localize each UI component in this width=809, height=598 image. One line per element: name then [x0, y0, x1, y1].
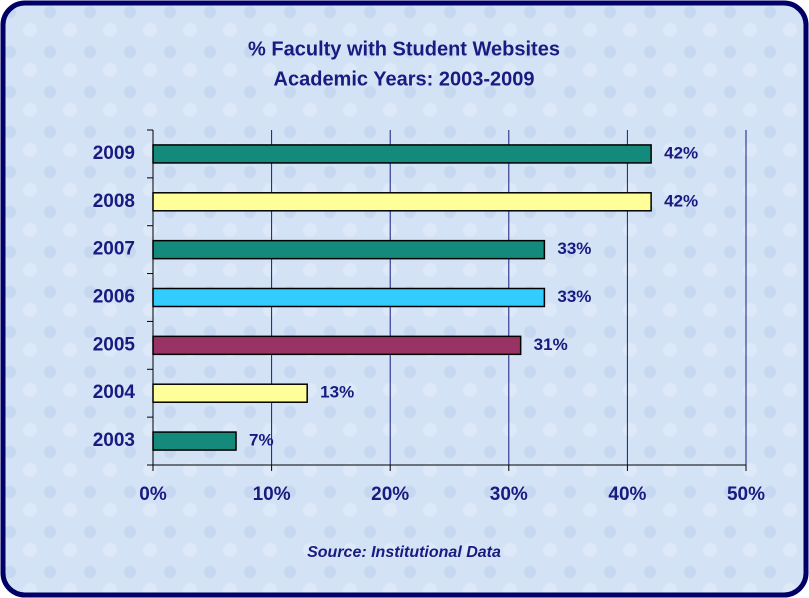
bar: [152, 383, 308, 403]
value-label: 31%: [534, 335, 568, 354]
x-tick-label: 40%: [608, 484, 646, 505]
bar: [152, 335, 522, 356]
bar: [152, 287, 546, 308]
value-label: 33%: [557, 287, 591, 306]
y-tick-label: 2009: [93, 143, 135, 164]
y-tick-label: 2007: [93, 239, 135, 260]
x-tick-label: 0%: [139, 484, 167, 505]
y-tick-label: 2003: [93, 430, 135, 451]
x-tick-label: 10%: [253, 484, 291, 505]
chart-subtitle: Academic Years: 2003-2009: [274, 68, 535, 90]
value-label: 13%: [320, 383, 354, 402]
value-label: 33%: [557, 239, 591, 258]
bar: [152, 239, 546, 260]
y-tick-label: 2005: [93, 334, 136, 355]
bar: [152, 431, 237, 451]
y-tick-label: 2006: [93, 287, 135, 308]
value-label: 42%: [664, 143, 698, 162]
bar: [152, 192, 652, 212]
x-tick-label: 50%: [727, 484, 765, 505]
y-tick-label: 2004: [93, 382, 136, 403]
value-label: 7%: [249, 431, 274, 450]
chart-title: % Faculty with Student Websites: [248, 38, 560, 60]
source: Source: Institutional Data: [307, 544, 501, 561]
value-label: 42%: [664, 191, 698, 210]
x-tick-label: 30%: [490, 484, 528, 505]
x-tick-label: 20%: [371, 484, 409, 505]
bar: [152, 144, 652, 164]
y-tick-label: 2008: [93, 191, 135, 212]
